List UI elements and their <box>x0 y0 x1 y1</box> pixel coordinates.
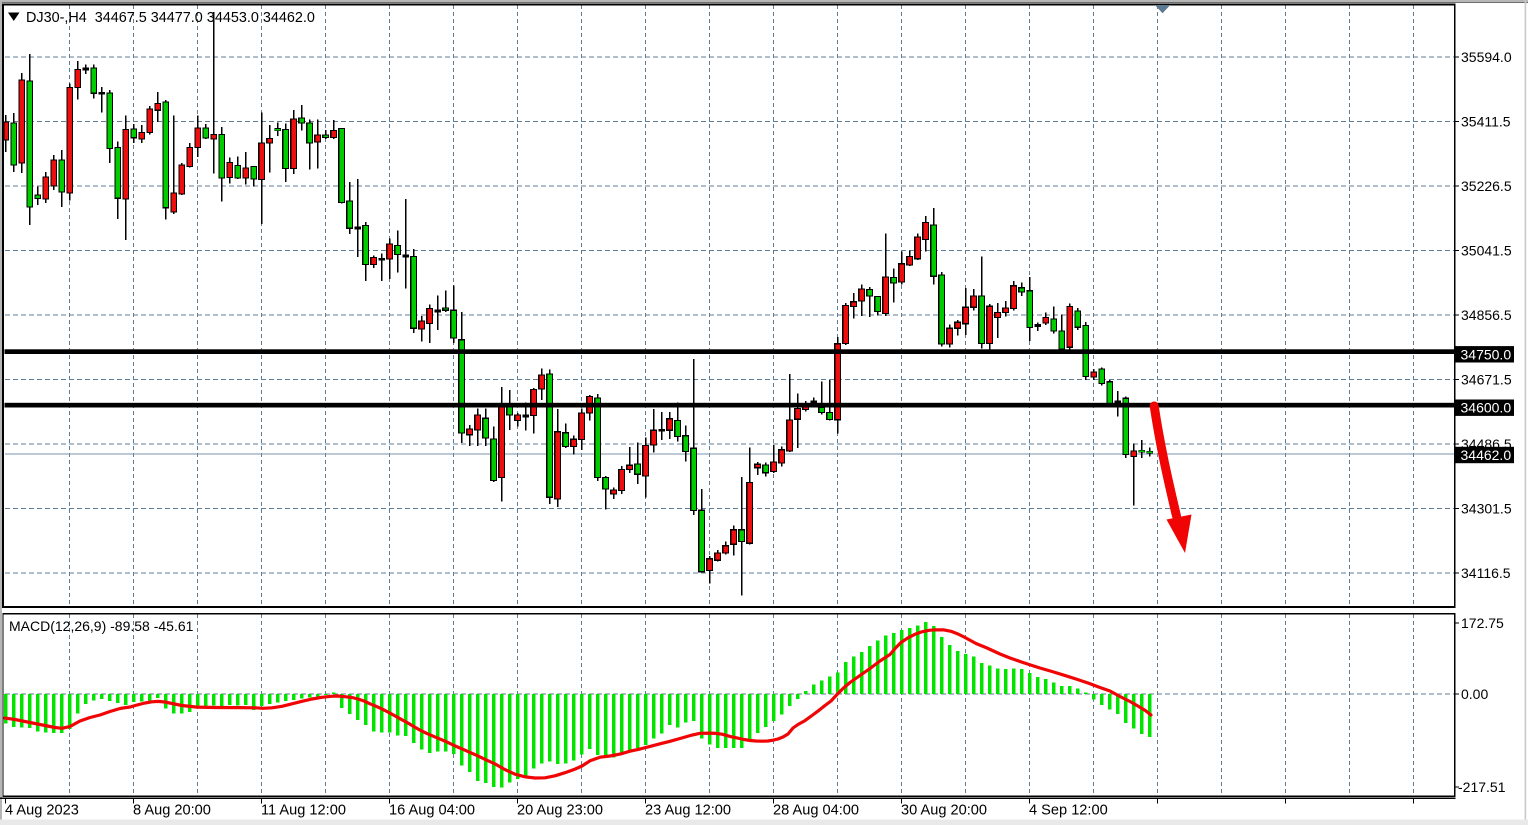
svg-text:35226.5: 35226.5 <box>1461 178 1512 194</box>
svg-text:34116.5: 34116.5 <box>1461 565 1511 581</box>
svg-text:34462.0: 34462.0 <box>1461 447 1512 463</box>
svg-text:28 Aug 04:00: 28 Aug 04:00 <box>773 803 859 819</box>
svg-text:30 Aug 20:00: 30 Aug 20:00 <box>901 803 987 819</box>
svg-text:34600.0: 34600.0 <box>1461 400 1512 416</box>
svg-text:34750.0: 34750.0 <box>1461 346 1512 362</box>
svg-text:11 Aug 12:00: 11 Aug 12:00 <box>261 803 346 819</box>
svg-text:DJ30-,H4 34467.5 34477.0 3445: DJ30-,H4 34467.5 34477.0 34453.0 34462.0 <box>26 10 315 26</box>
svg-text:MACD(12,26,9) -89.58 -45.61: MACD(12,26,9) -89.58 -45.61 <box>9 618 194 634</box>
svg-text:20 Aug 23:00: 20 Aug 23:00 <box>517 803 603 819</box>
svg-text:34301.5: 34301.5 <box>1461 500 1512 516</box>
svg-text:16 Aug 04:00: 16 Aug 04:00 <box>389 803 475 819</box>
svg-text:35594.0: 35594.0 <box>1461 49 1512 65</box>
svg-text:4 Aug 2023: 4 Aug 2023 <box>5 803 79 819</box>
svg-text:34671.5: 34671.5 <box>1461 371 1512 387</box>
svg-text:35041.5: 35041.5 <box>1461 242 1512 258</box>
svg-text:34856.5: 34856.5 <box>1461 307 1512 323</box>
svg-text:35411.5: 35411.5 <box>1461 114 1511 130</box>
svg-text:23 Aug 12:00: 23 Aug 12:00 <box>645 803 731 819</box>
svg-text:172.75: 172.75 <box>1461 615 1504 631</box>
svg-text:-217.51: -217.51 <box>1458 779 1506 795</box>
svg-text:8 Aug 20:00: 8 Aug 20:00 <box>133 803 211 819</box>
svg-text:4 Sep 12:00: 4 Sep 12:00 <box>1029 803 1108 819</box>
svg-text:0.00: 0.00 <box>1461 686 1488 702</box>
